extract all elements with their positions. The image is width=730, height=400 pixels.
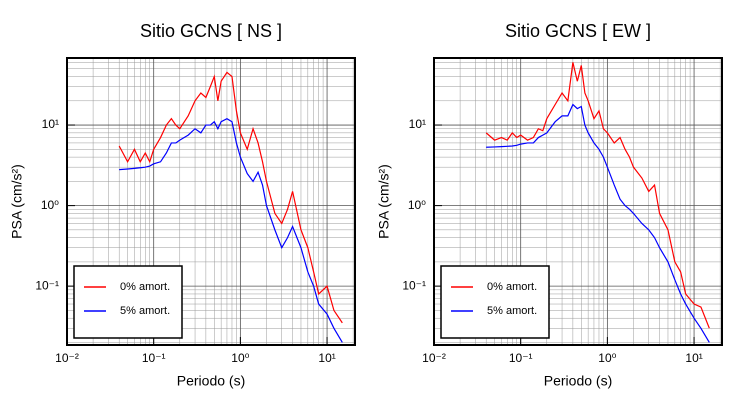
series-line: [485, 62, 710, 329]
legend-box: [440, 265, 550, 339]
plot-frame: [66, 57, 356, 346]
plot-frame: [433, 57, 723, 346]
legend-label: 5% amort.: [120, 305, 170, 317]
legend-label: 0% amort.: [120, 281, 170, 293]
x-tick-label: 10¹: [685, 351, 702, 365]
y-tick-label: 10¹: [42, 117, 59, 131]
y-axis-label: PSA (cm/s²): [9, 164, 25, 239]
x-axis-label: Periodo (s): [177, 373, 245, 389]
legend-box: [73, 265, 183, 339]
series-line: [118, 71, 343, 324]
x-tick-label: 10⁰: [231, 351, 249, 365]
panel: 10⁻² 10⁻¹ 10⁰ 10¹ 10⁻¹ 10⁰ 10¹ Sitio GCNS [ EW …: [376, 21, 723, 389]
x-tick-label: 10⁻¹: [142, 351, 166, 365]
legend-label: 0% amort.: [487, 281, 537, 293]
chart-title: Sitio GCNS [ EW ]: [505, 21, 651, 41]
y-tick-label: 10⁻¹: [35, 278, 59, 292]
x-tick-label: 10⁻²: [422, 351, 446, 365]
x-tick-label: 10⁰: [598, 351, 616, 365]
y-tick-label: 10¹: [409, 117, 426, 131]
series-line: [486, 103, 710, 343]
x-axis-label: Periodo (s): [544, 373, 612, 389]
x-tick-label: 10¹: [318, 351, 335, 365]
y-tick-label: 10⁻¹: [402, 278, 426, 292]
panel: 10⁻² 10⁻¹ 10⁰ 10¹ 10⁻¹ 10⁰ 10¹ Sitio GCNS [ NS …: [9, 21, 356, 389]
y-tick-label: 10⁰: [408, 198, 426, 212]
y-axis-label: PSA (cm/s²): [376, 164, 392, 239]
legend-label: 5% amort.: [487, 305, 537, 317]
series-line: [119, 117, 343, 343]
x-tick-label: 10⁻²: [55, 351, 79, 365]
chart-title: Sitio GCNS [ NS ]: [140, 21, 282, 41]
y-tick-label: 10⁰: [41, 198, 59, 212]
x-tick-label: 10⁻¹: [509, 351, 533, 365]
